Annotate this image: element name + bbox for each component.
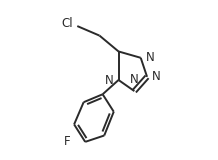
Text: N: N [145, 51, 154, 64]
Text: N: N [105, 73, 114, 87]
Text: Cl: Cl [62, 17, 73, 30]
Text: F: F [64, 135, 71, 148]
Text: N: N [130, 73, 139, 86]
Text: N: N [152, 70, 161, 83]
